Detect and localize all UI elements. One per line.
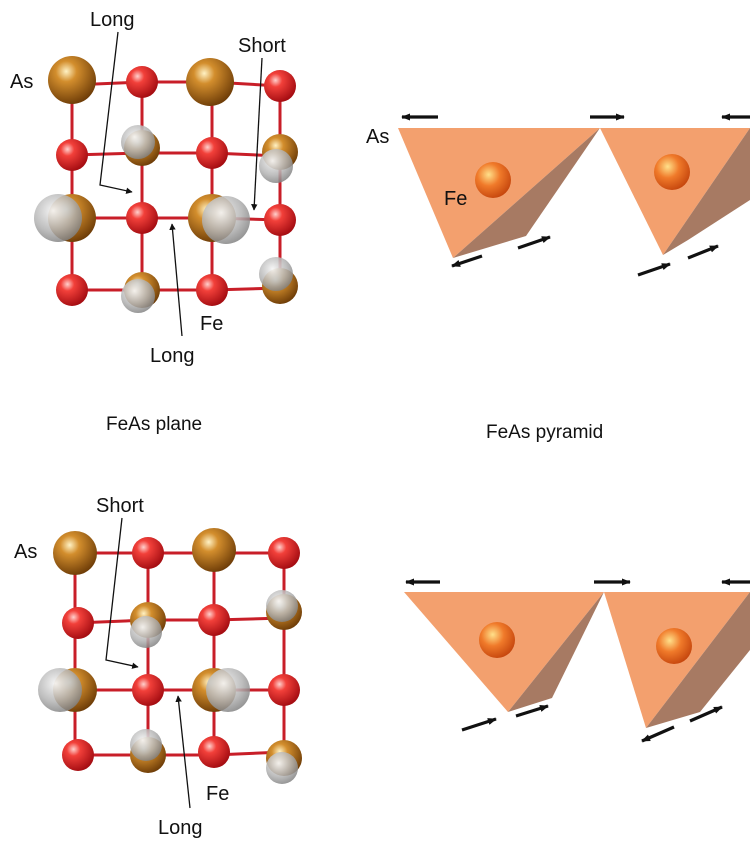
displaced-as-atom: [266, 752, 298, 784]
displaced-as-atom: [121, 125, 155, 159]
long-label: Long: [150, 345, 195, 367]
pyramid-side: [646, 592, 750, 728]
fe-atom: [198, 604, 230, 636]
pyramid-face: [600, 128, 750, 255]
displaced-as-atoms: [38, 590, 298, 784]
fe-atom: [62, 607, 94, 639]
displacement-arrows: [405, 578, 750, 743]
fe-atom: [268, 537, 300, 569]
pyramid-side: [508, 592, 604, 712]
annotation-leaders: [99, 31, 263, 337]
fe-atom: [264, 204, 296, 236]
fe-atom: [656, 628, 692, 664]
as-atom: [48, 56, 96, 104]
short-label: Short: [238, 35, 286, 57]
as-atom: [186, 58, 234, 106]
fe-atom: [475, 162, 511, 198]
caption-plane: FeAs plane: [106, 414, 202, 435]
fe-atom: [132, 674, 164, 706]
fe-atom: [268, 674, 300, 706]
fe-atom: [56, 274, 88, 306]
bottom-lattice: As Short Fe Long: [14, 495, 302, 839]
as-atoms: [53, 528, 302, 776]
fe-atom: [264, 70, 296, 102]
caption-pyramid: FeAs pyramid: [486, 422, 603, 443]
fe-atom: [198, 736, 230, 768]
displaced-as-atom: [202, 196, 250, 244]
displaced-as-atom: [130, 616, 162, 648]
fe-atoms: [56, 66, 296, 306]
as-atom: [53, 531, 97, 575]
fe-label: Fe: [444, 188, 467, 210]
fe-atom: [654, 154, 690, 190]
top-lattice: As Long Short Fe Long: [10, 9, 298, 367]
lattice-bonds: [73, 551, 286, 757]
fe-atom: [196, 137, 228, 169]
displaced-as-atom: [259, 257, 293, 291]
fe-atom: [479, 622, 515, 658]
bottom-pyramids: [404, 578, 750, 743]
as-atom: [192, 528, 236, 572]
lattice-bonds: [70, 80, 282, 292]
displaced-as-atom: [38, 668, 82, 712]
fe-atom: [62, 739, 94, 771]
long-label: Long: [158, 817, 203, 839]
fe-label: Fe: [206, 783, 229, 805]
displaced-as-atoms: [34, 125, 293, 313]
fe-label: Fe: [200, 313, 223, 335]
displacement-arrows: [401, 113, 750, 277]
fe-atom: [56, 139, 88, 171]
as-label: As: [10, 71, 33, 93]
top-pyramids: As Fe: [366, 113, 750, 277]
annotation-leaders: [105, 517, 191, 809]
fe-atom: [126, 202, 158, 234]
displaced-as-atom: [266, 590, 298, 622]
displaced-as-atom: [121, 279, 155, 313]
fe-atom: [196, 274, 228, 306]
displaced-as-atom: [130, 729, 162, 761]
as-label: As: [14, 541, 37, 563]
pyramid-side: [453, 128, 600, 258]
pyramid-side: [663, 128, 750, 255]
long-label: Long: [90, 9, 135, 31]
as-label: As: [366, 126, 389, 148]
short-label: Short: [96, 495, 144, 517]
displaced-as-atom: [206, 668, 250, 712]
displaced-as-atom: [259, 149, 293, 183]
fe-atom: [126, 66, 158, 98]
fe-atoms: [62, 537, 300, 771]
fe-atom: [132, 537, 164, 569]
displaced-as-atom: [34, 194, 82, 242]
